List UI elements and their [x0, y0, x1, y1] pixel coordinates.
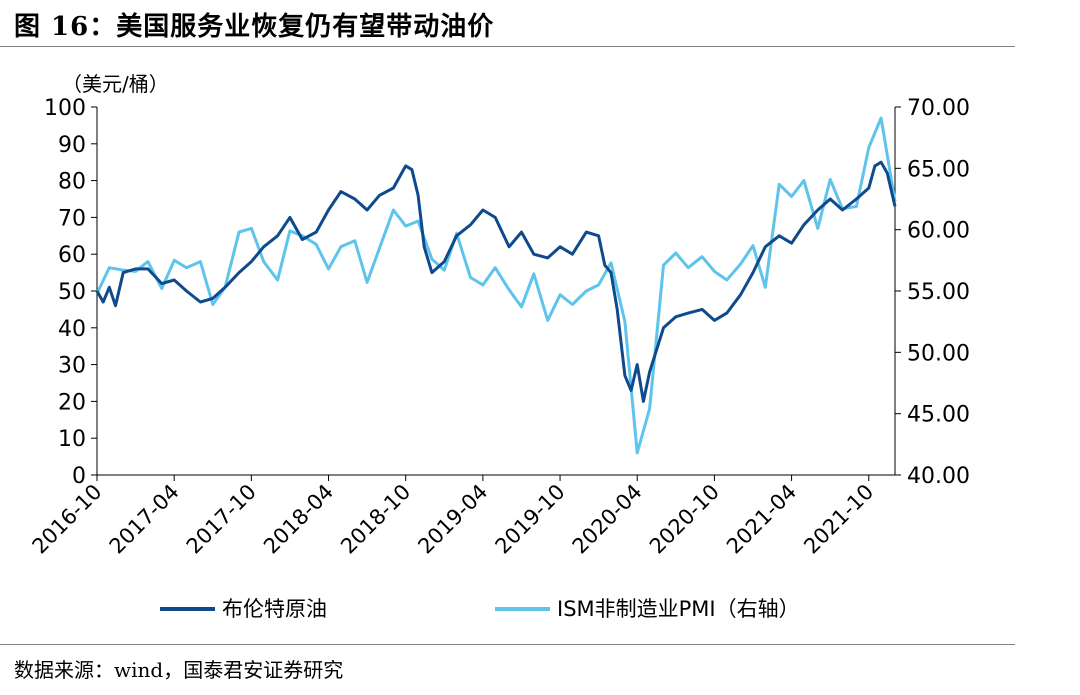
figure-title: 图 16：美国服务业恢复仍有望带动油价: [14, 12, 495, 42]
left-tick-label: 80: [58, 170, 86, 195]
left-tick-label: 10: [58, 427, 86, 452]
x-tick-label: 2020-10: [645, 480, 724, 559]
right-tick-label: 50.00: [907, 341, 970, 366]
dual-axis-line-chart: （美元/桶） 0 10 20 30 40 50 60 70 80 90 100 40.00 45.00…: [28, 72, 970, 621]
x-tick-label: 2016-10: [28, 480, 107, 559]
bottom-divider: [0, 644, 1015, 645]
source-note: 数据来源：wind，国泰君安证券研究: [14, 658, 344, 682]
right-axis-ticks: 40.00 45.00 50.00 55.00 60.00 65.00 70.00: [895, 96, 970, 489]
x-tick-label: 2021-04: [722, 480, 801, 559]
right-tick-label: 55.00: [907, 280, 970, 305]
right-tick-label: 70.00: [907, 96, 970, 121]
left-tick-label: 100: [44, 96, 86, 121]
left-tick-label: 30: [58, 354, 86, 379]
right-tick-label: 65.00: [907, 157, 970, 182]
left-tick-label: 60: [58, 243, 86, 268]
x-tick-label: 2019-04: [413, 480, 492, 559]
x-tick-label: 2021-10: [799, 480, 878, 559]
x-tick-label: 2018-04: [259, 480, 338, 559]
left-axis-ticks: 0 10 20 30 40 50 60 70 80 90 100: [44, 96, 97, 489]
series-line-ism-pmi: [95, 116, 897, 455]
legend-label-brent: 布伦特原油: [222, 597, 327, 621]
series-line-brent: [95, 160, 897, 403]
x-tick-label: 2019-10: [491, 480, 570, 559]
left-tick-label: 90: [58, 133, 86, 158]
legend-label-ism-pmi: ISM非制造业PMI（右轴）: [557, 597, 800, 621]
top-divider: [0, 46, 1015, 47]
left-tick-label: 40: [58, 317, 86, 342]
left-tick-label: 0: [72, 464, 86, 489]
x-tick-label: 2018-10: [336, 480, 415, 559]
x-axis-ticks: 2016-102017-042017-102018-042018-102019-…: [28, 475, 878, 559]
right-tick-label: 45.00: [907, 403, 970, 428]
left-tick-label: 50: [58, 280, 86, 305]
left-tick-label: 70: [58, 206, 86, 231]
axes: [96, 107, 896, 476]
left-axis-unit: （美元/桶）: [62, 72, 169, 96]
right-tick-label: 60.00: [907, 219, 970, 244]
legend: 布伦特原油 ISM非制造业PMI（右轴）: [160, 597, 800, 621]
x-tick-label: 2020-04: [568, 480, 647, 559]
right-tick-label: 40.00: [907, 464, 970, 489]
x-tick-label: 2017-04: [105, 480, 184, 559]
x-tick-label: 2017-10: [182, 480, 261, 559]
left-tick-label: 20: [58, 390, 86, 415]
